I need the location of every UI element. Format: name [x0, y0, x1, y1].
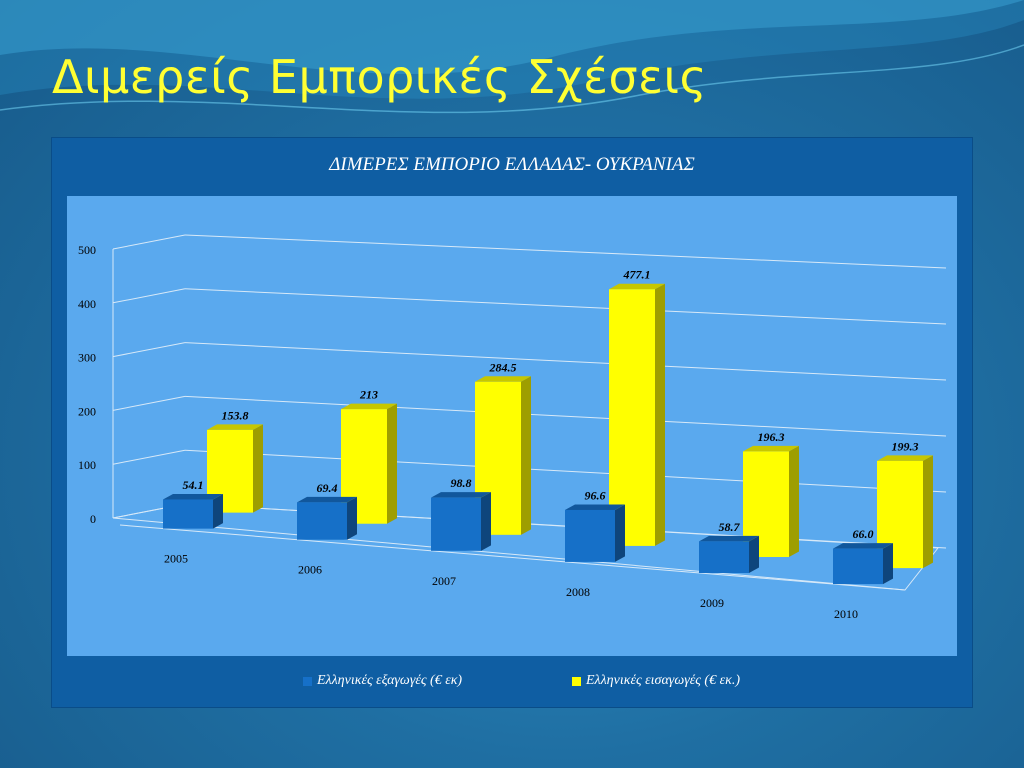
bar-imports-2005-top	[207, 424, 263, 430]
bar-exports-2008-side	[615, 504, 625, 562]
y-axis-ticks: 0 100 200 300 400 500	[78, 243, 96, 526]
x-tick-label: 2006	[298, 563, 322, 577]
bar-exports-2006-top	[297, 496, 357, 503]
bar-exports-2006-front	[297, 502, 347, 540]
bar-imports-2008-top	[609, 283, 665, 290]
gridline-left-4	[112, 288, 186, 304]
data-label-imports: 196.3	[758, 430, 785, 444]
data-label-imports: 199.3	[892, 439, 919, 453]
data-label-imports: 477.1	[623, 268, 651, 282]
bar-exports-2007	[431, 492, 491, 551]
legend: Ελληνικές εξαγωγές (€ εκ) Ελληνικές εισα…	[0, 673, 1024, 693]
gridline-2	[184, 395, 947, 437]
x-tick-label: 2005	[164, 552, 188, 566]
bar-imports-2008	[609, 283, 665, 546]
bar-imports-2005-side	[253, 424, 263, 513]
x-tick-label: 2007	[432, 574, 456, 588]
data-label-exports: 54.1	[183, 478, 204, 492]
floor-outline	[112, 503, 939, 591]
bar-exports-2010-side	[883, 543, 893, 585]
bar-exports-2005-side	[213, 494, 223, 529]
x-tick-label: 2010	[834, 607, 858, 621]
data-label-imports: 153.8	[222, 408, 249, 422]
bar-imports-2007-top	[475, 376, 531, 382]
bar-exports-2010	[833, 543, 893, 585]
gridline-left-3	[112, 342, 186, 358]
y-tick-label: 200	[78, 404, 96, 418]
bar-exports-2010-front	[833, 548, 883, 585]
bar-imports-2009-top	[743, 445, 799, 452]
gridline-5	[184, 234, 947, 269]
bar-imports-2006-top	[341, 403, 397, 410]
bar-exports-2005-front	[163, 499, 213, 529]
chart-floor	[112, 503, 939, 591]
header-wave-decoration	[0, 0, 1024, 114]
bar-exports-2008-front	[565, 509, 615, 562]
gridline-1	[184, 449, 947, 493]
bar-exports-2005	[163, 494, 223, 529]
gridline-left-1	[112, 449, 186, 465]
bar-exports-2007-side	[481, 492, 491, 551]
bar-imports-2008-side	[655, 283, 665, 546]
bars: 153.8 54.1 213 69.4 284.5 98.8 477.1 96.6 196.3 5…	[163, 268, 933, 585]
bar-imports-2009-side	[789, 445, 799, 558]
chart-title: ΔΙΜΕΡΕΣ ΕΜΠΟΡΙΟ ΕΛΛΑΔΑΣ- ΟΥΚΡΑΝΙΑΣ	[329, 154, 695, 175]
data-label-exports: 98.8	[451, 476, 472, 490]
bar-exports-2009-side	[749, 535, 759, 574]
data-label-imports: 284.5	[489, 360, 517, 374]
y-tick-label: 0	[90, 512, 96, 526]
bar-exports-2009	[699, 535, 759, 574]
bar-exports-2008-top	[565, 504, 625, 510]
bar-exports-2009-top	[699, 535, 759, 542]
bar-exports-2008	[565, 504, 625, 562]
legend-swatch-exports	[303, 676, 312, 686]
x-axis-ticks: 2005 2006 2007 2008 2009 2010	[164, 552, 858, 621]
bar-imports-2008-front	[609, 289, 655, 546]
data-label-exports: 66.0	[853, 527, 874, 541]
x-tick-label: 2009	[700, 596, 724, 610]
y-tick-label: 400	[78, 297, 96, 311]
legend-label-imports: Ελληνικές εισαγωγές (€ εκ.)	[586, 673, 740, 688]
y-tick-label: 300	[78, 351, 96, 365]
floor-front-edge	[119, 524, 906, 591]
bar-imports-2006-side	[387, 403, 397, 524]
slide-title: Διμερείς Εμπορικές Σχέσεις	[52, 50, 708, 104]
bar-imports-2010-side	[923, 455, 933, 569]
gridline-4	[184, 288, 947, 325]
data-label-exports: 69.4	[317, 481, 338, 495]
bar-exports-2010-top	[833, 543, 893, 549]
bar-exports-2006-side	[347, 496, 357, 540]
gridline-3	[184, 342, 947, 381]
bar-exports-2009-front	[699, 541, 749, 574]
legend-item-imports: Ελληνικές εισαγωγές (€ εκ.)	[572, 673, 740, 689]
bar-exports-2007-top	[431, 492, 491, 498]
legend-swatch-imports	[572, 676, 581, 686]
bar-exports-2005-top	[163, 494, 223, 500]
bar-exports-2007-front	[431, 497, 481, 551]
y-tick-label: 500	[78, 243, 96, 257]
legend-item-exports: Ελληνικές εξαγωγές (€ εκ)	[303, 673, 462, 689]
data-label-exports: 96.6	[585, 488, 606, 502]
gridline-left-5	[112, 234, 186, 250]
bar-exports-2006	[297, 496, 357, 540]
bar-imports-2007-side	[521, 376, 531, 535]
y-tick-label: 100	[78, 458, 96, 472]
gridline-left-2	[112, 395, 186, 411]
bar-imports-2010-top	[877, 455, 933, 461]
x-tick-label: 2008	[566, 585, 590, 599]
data-label-imports: 213	[359, 388, 378, 402]
legend-label-exports: Ελληνικές εξαγωγές (€ εκ)	[317, 673, 463, 688]
data-label-exports: 58.7	[719, 520, 741, 534]
